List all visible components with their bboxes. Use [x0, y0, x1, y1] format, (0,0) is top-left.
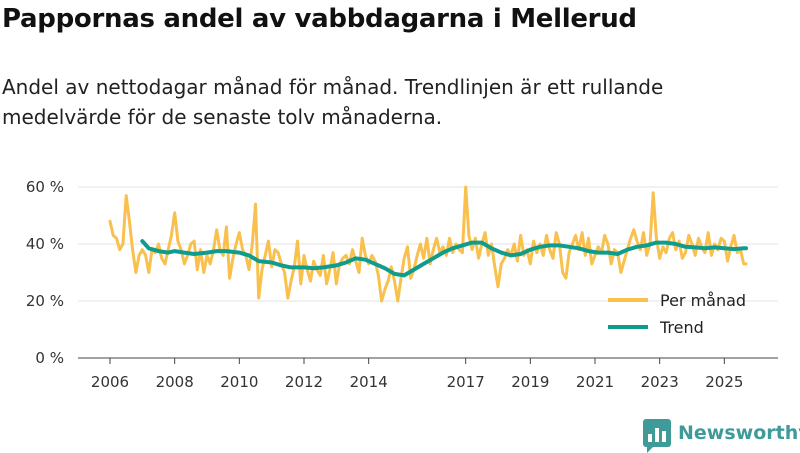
x-tick-label: 2006 [91, 373, 129, 391]
y-tick-label: 60 % [26, 178, 64, 196]
x-tick-label: 2017 [447, 373, 485, 391]
x-tick-label: 2014 [350, 373, 388, 391]
newsworthy-chart-icon [643, 419, 671, 453]
x-tick-label: 2025 [705, 373, 743, 391]
y-tick-label: 0 % [35, 349, 64, 367]
x-tick-label: 2008 [156, 373, 194, 391]
legend-label: Trend [659, 318, 704, 337]
x-tick-label: 2023 [641, 373, 679, 391]
y-tick-label: 20 % [26, 292, 64, 310]
x-axis-ticks: 2006 2008 2010 2012 2014 2017 2019 2021 2023 2025 [91, 358, 743, 391]
x-tick-label: 2019 [511, 373, 549, 391]
x-tick-label: 2021 [576, 373, 614, 391]
chart-title: Pappornas andel av vabbdagarna i Melleru… [2, 4, 637, 34]
series-lines [108, 185, 748, 303]
brand-name: Newsworthy [678, 422, 800, 444]
y-tick-label: 40 % [26, 235, 64, 253]
chart-subtitle: Andel av nettodagar månad för månad. Tre… [2, 75, 664, 129]
legend: Per månad Trend [608, 291, 746, 337]
x-tick-label: 2010 [220, 373, 258, 391]
series-line-trend [140, 239, 748, 278]
y-axis-ticks: 0 % 20 % 40 % 60 % [26, 178, 64, 367]
x-tick-label: 2012 [285, 373, 323, 391]
legend-label: Per månad [660, 291, 746, 310]
newsworthy-logo: Newsworthy [643, 418, 800, 453]
